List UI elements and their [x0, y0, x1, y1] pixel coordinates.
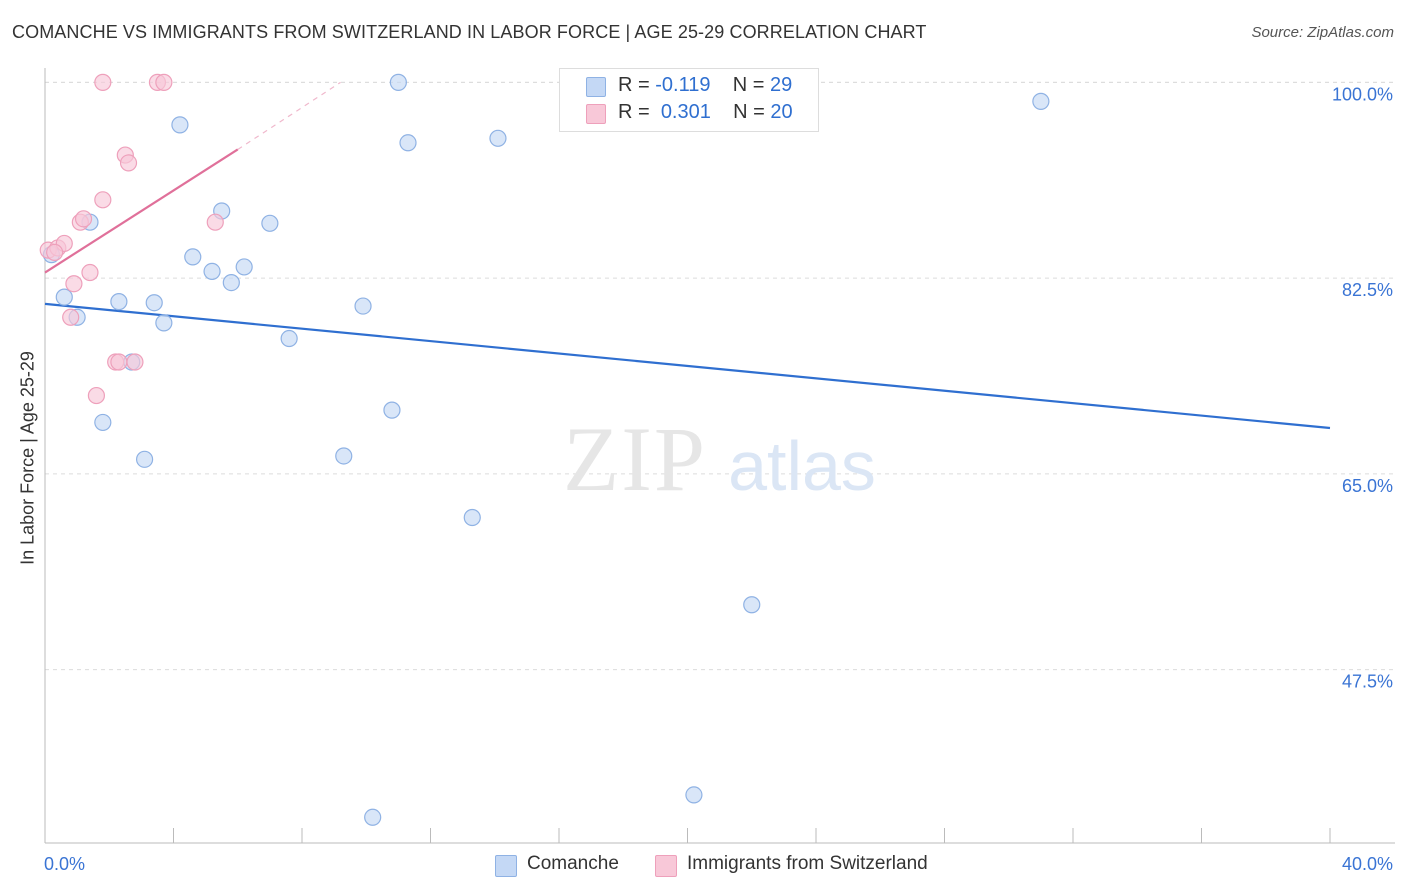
comanche-point [222, 273, 240, 292]
switzerland-point [155, 73, 173, 91]
comanche-point [184, 248, 202, 266]
comanche-point [145, 294, 163, 312]
comanche-point [155, 314, 173, 332]
comanche-point [399, 134, 417, 152]
chart-title: COMANCHE VS IMMIGRANTS FROM SWITZERLAND … [12, 22, 927, 42]
switzerland-point [126, 353, 144, 371]
comanche-point [463, 508, 481, 527]
comanche-point [135, 450, 154, 468]
comanche-point [94, 413, 112, 432]
watermark: ZIP atlas [563, 408, 876, 510]
comanche-point [261, 214, 279, 232]
n-value-comanche: 29 [769, 74, 793, 96]
bottom-legend-label-comanche: Comanche [527, 853, 619, 874]
axes-layer [44, 68, 1395, 844]
r-value-switzerland: 0.301 [660, 101, 711, 123]
n-label: N = [733, 101, 771, 123]
comanche-point [280, 329, 298, 348]
comanche-point [354, 297, 372, 315]
stats-legend: R = -0.119 N = 29 R = 0.301 N = 20 [559, 68, 819, 132]
points-layer [39, 73, 1050, 826]
switzerland-point [62, 308, 80, 326]
switzerland-point [119, 154, 138, 172]
legend-swatch-pink [586, 104, 606, 124]
comanche-point [743, 596, 761, 614]
comanche-point [489, 129, 507, 147]
comanche-point [364, 808, 382, 826]
x-tick-label-min: 0.0% [44, 854, 85, 874]
switzerland-point [206, 213, 224, 231]
comanche-point [685, 786, 703, 804]
source-credit: Source: ZipAtlas.com [1251, 24, 1394, 41]
comanche-point [383, 401, 401, 419]
switzerland-point [94, 191, 112, 209]
y-tick-label: 82.5% [1342, 280, 1393, 300]
trend-line-extension [237, 81, 341, 150]
watermark-atlas: atlas [728, 427, 876, 505]
r-value-comanche: -0.119 [655, 74, 711, 96]
comanche-point [203, 262, 221, 281]
n-label: N = [732, 74, 770, 96]
r-label: R = [618, 101, 656, 123]
switzerland-point [74, 210, 93, 228]
legend-swatch-blue [586, 77, 606, 97]
tick-labels: 47.5% 65.0% 82.5% 100.0% 0.0% 40.0% [44, 84, 1393, 874]
legend-stats-switzerland: R = 0.301 N = 20 [618, 101, 793, 124]
comanche-point [110, 293, 128, 311]
trend-line [44, 148, 239, 274]
n-value-switzerland: 20 [770, 101, 793, 123]
comanche-point [171, 116, 189, 134]
legend-stats-comanche: R = -0.119 N = 29 [618, 74, 792, 97]
switzerland-point [81, 263, 99, 282]
switzerland-point [65, 275, 83, 293]
comanche-point [1032, 92, 1050, 110]
switzerland-point [110, 353, 128, 371]
comanche-point [235, 258, 253, 276]
y-tick-label: 65.0% [1342, 476, 1393, 496]
switzerland-point [46, 243, 64, 261]
trend-layer [44, 81, 1331, 430]
grid-layer [45, 81, 1395, 671]
switzerland-point [87, 386, 106, 405]
bottom-legend-swatch-pink [655, 855, 677, 877]
r-label: R = [618, 74, 656, 96]
y-tick-label: 100.0% [1332, 84, 1393, 104]
switzerland-point [94, 73, 112, 91]
trend-line [44, 302, 1331, 430]
y-axis-label: In Labor Force | Age 25-29 [17, 351, 38, 565]
x-tick-label-max: 40.0% [1342, 854, 1393, 874]
comanche-point [389, 73, 407, 91]
bottom-legend-label-switzerland: Immigrants from Switzerland [687, 853, 928, 874]
bottom-legend-swatch-blue [495, 855, 517, 877]
comanche-point [335, 447, 353, 465]
y-tick-label: 47.5% [1342, 672, 1393, 692]
comanche-point [55, 288, 73, 306]
watermark-zip: ZIP [563, 408, 707, 510]
